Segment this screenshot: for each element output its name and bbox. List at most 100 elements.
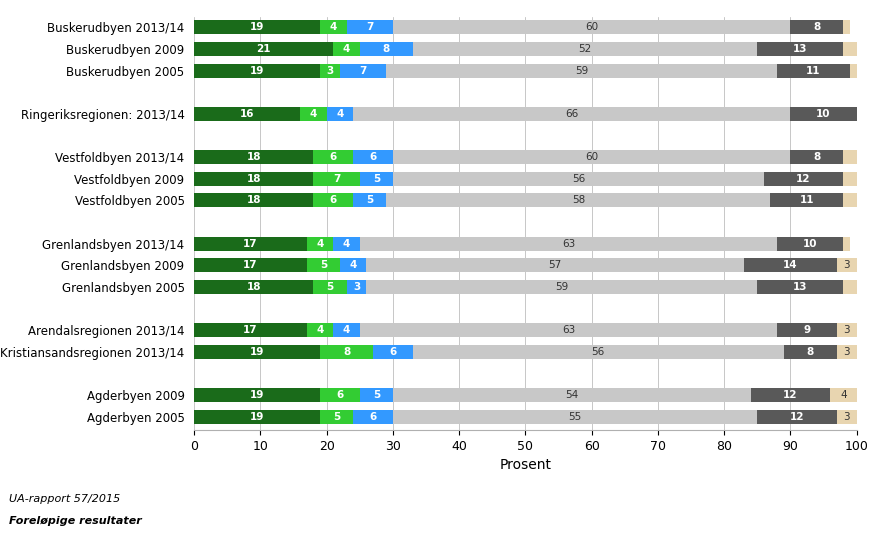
Text: 5: 5 [333,412,340,422]
Bar [366,258,743,272]
Text: 19: 19 [250,412,264,422]
Bar [307,323,334,337]
Text: 12: 12 [783,390,797,400]
Text: 6: 6 [336,390,343,400]
Bar [313,172,360,186]
Bar [758,42,843,56]
Bar [758,280,843,294]
Text: 6: 6 [389,347,396,357]
Bar [320,63,340,78]
Text: 3: 3 [843,260,850,271]
Text: 12: 12 [789,412,804,422]
Text: 21: 21 [257,44,271,54]
Text: 16: 16 [240,109,254,119]
Bar [777,63,850,78]
Bar [843,150,857,164]
Text: 17: 17 [243,239,258,249]
Text: 3: 3 [843,325,850,335]
Bar [387,63,777,78]
Bar [843,20,849,34]
Text: 3: 3 [843,347,850,357]
Bar [790,150,843,164]
Text: 18: 18 [246,282,261,292]
Text: 63: 63 [562,325,575,335]
Bar [194,410,320,424]
Text: 4: 4 [343,325,351,335]
Bar [340,258,366,272]
Text: 4: 4 [316,239,324,249]
Text: 59: 59 [555,282,569,292]
Text: 14: 14 [783,260,797,271]
Text: 60: 60 [585,152,598,162]
Text: 19: 19 [250,23,264,33]
Text: 63: 63 [562,239,575,249]
Bar [194,63,320,78]
Text: 7: 7 [333,174,340,184]
Text: 11: 11 [806,66,820,75]
Bar [790,20,843,34]
Text: 18: 18 [246,196,261,206]
Text: 6: 6 [329,152,337,162]
Bar [194,323,307,337]
Bar [764,172,843,186]
Bar [346,20,393,34]
Bar [194,280,313,294]
Text: 60: 60 [585,23,598,33]
Bar [777,237,843,251]
Bar [751,388,830,402]
Bar [320,345,374,359]
Text: 10: 10 [816,109,831,119]
Text: 8: 8 [382,44,390,54]
Bar [393,388,751,402]
Text: 4: 4 [343,44,351,54]
Text: 4: 4 [329,23,337,33]
Bar [837,323,857,337]
Text: 17: 17 [243,260,258,271]
Bar [843,193,857,208]
Bar [393,150,790,164]
Bar [313,150,353,164]
Bar [334,323,360,337]
Bar [194,172,313,186]
Text: 18: 18 [246,152,261,162]
Text: 66: 66 [565,109,578,119]
Text: 4: 4 [310,109,317,119]
Text: 4: 4 [350,260,357,271]
Bar [194,258,307,272]
Text: 13: 13 [793,282,807,292]
Text: UA-rapport 57/2015: UA-rapport 57/2015 [9,494,120,504]
Bar [743,258,837,272]
Bar [313,193,353,208]
Text: 4: 4 [840,390,847,400]
Bar [313,280,347,294]
Text: 3: 3 [327,66,334,75]
Text: 56: 56 [592,347,605,357]
Bar [393,172,764,186]
Text: 55: 55 [569,412,582,422]
Text: 4: 4 [343,239,351,249]
Text: 6: 6 [369,152,377,162]
Text: 8: 8 [813,23,820,33]
Bar [413,345,784,359]
Text: 5: 5 [373,174,380,184]
Bar [393,410,758,424]
Bar [850,63,857,78]
Bar [393,20,790,34]
Bar [194,388,320,402]
Text: 56: 56 [571,174,585,184]
Bar [194,150,313,164]
Bar [830,388,857,402]
Text: 5: 5 [327,282,334,292]
Text: 17: 17 [243,325,258,335]
Bar [300,107,327,121]
Text: 11: 11 [800,196,814,206]
Bar [194,20,320,34]
Text: 3: 3 [353,282,360,292]
Bar [194,42,334,56]
Bar [334,237,360,251]
Text: 8: 8 [806,347,814,357]
Bar [784,345,837,359]
Text: 7: 7 [359,66,366,75]
Text: 18: 18 [246,174,261,184]
Bar [353,107,790,121]
